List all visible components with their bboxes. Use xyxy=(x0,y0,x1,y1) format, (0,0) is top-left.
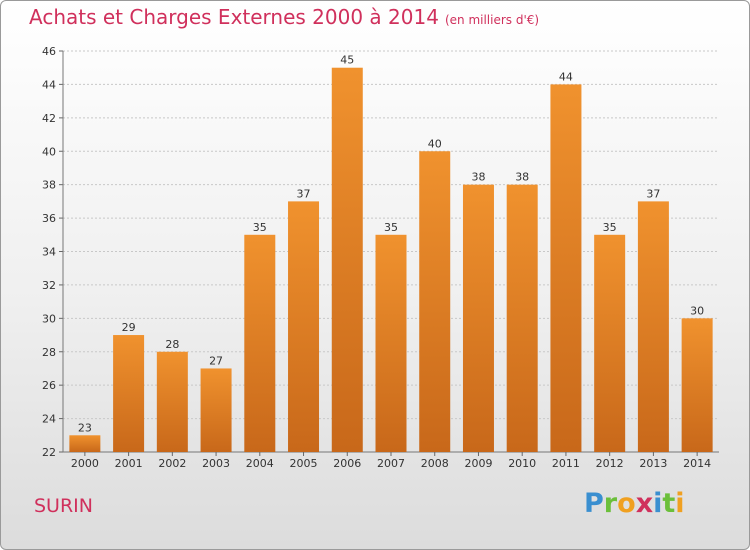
data-label-2000: 23 xyxy=(78,421,92,434)
y-tick-label: 26 xyxy=(42,379,56,392)
chart-title: Achats et Charges Externes 2000 à 2014 (e… xyxy=(29,5,539,29)
data-label-2007: 35 xyxy=(384,221,398,234)
logo-letter: P xyxy=(584,488,604,519)
commune-name: SURIN xyxy=(34,495,93,517)
data-label-2004: 35 xyxy=(253,221,267,234)
y-tick-label: 28 xyxy=(42,346,56,359)
bar-2001 xyxy=(113,335,145,452)
logo-letter: t xyxy=(662,488,676,519)
x-tick-label-2001: 2001 xyxy=(115,457,143,470)
x-tick-label-2009: 2009 xyxy=(464,457,492,470)
data-label-2003: 27 xyxy=(209,354,223,367)
y-tick-label: 46 xyxy=(42,45,56,58)
x-tick-label-2005: 2005 xyxy=(290,457,318,470)
x-tick-label-2013: 2013 xyxy=(639,457,667,470)
bar-2009 xyxy=(462,184,494,452)
bar-2007 xyxy=(375,234,407,452)
labels: 22 24 26 28 30 32 34 36 38 40 42 44 46 23 2000 29 2001 28… xyxy=(42,45,711,470)
bars xyxy=(69,67,713,453)
logo-letter: o xyxy=(617,488,636,519)
y-tick-label: 44 xyxy=(42,78,56,91)
x-tick-label-2000: 2000 xyxy=(71,457,99,470)
y-tick-label: 32 xyxy=(42,279,56,292)
bar-2011 xyxy=(550,84,582,453)
y-tick-label: 36 xyxy=(42,212,56,225)
bar-2008 xyxy=(419,151,451,452)
x-tick-label-2012: 2012 xyxy=(596,457,624,470)
x-tick-label-2014: 2014 xyxy=(683,457,711,470)
data-label-2008: 40 xyxy=(428,137,442,150)
bar-2004 xyxy=(244,234,276,452)
data-label-2012: 35 xyxy=(603,221,617,234)
data-label-2011: 44 xyxy=(559,70,573,83)
x-tick-label-2004: 2004 xyxy=(246,457,274,470)
data-label-2006: 45 xyxy=(340,54,354,67)
data-label-2001: 29 xyxy=(122,321,136,334)
x-tick-label-2006: 2006 xyxy=(333,457,361,470)
bar-2013 xyxy=(637,201,669,452)
y-tick-label: 42 xyxy=(42,112,56,125)
y-tick-label: 34 xyxy=(42,246,56,259)
x-tick-label-2007: 2007 xyxy=(377,457,405,470)
bar-2014 xyxy=(681,318,713,452)
y-tick-label: 40 xyxy=(42,145,56,158)
x-tick-label-2010: 2010 xyxy=(508,457,536,470)
y-tick-label: 38 xyxy=(42,179,56,192)
proxiti-logo: Proxiti xyxy=(584,488,685,519)
chart-subtitle: (en milliers d'€) xyxy=(444,13,540,27)
bar-2002 xyxy=(156,351,188,452)
data-label-2002: 28 xyxy=(165,338,179,351)
x-tick-label-2003: 2003 xyxy=(202,457,230,470)
bar-2003 xyxy=(200,368,232,452)
bar-2006 xyxy=(331,67,363,452)
bar-2012 xyxy=(594,234,626,452)
data-label-2013: 37 xyxy=(646,187,660,200)
logo-letter: x xyxy=(635,488,654,519)
x-tick-label-2008: 2008 xyxy=(421,457,449,470)
data-label-2009: 38 xyxy=(471,171,485,184)
x-tick-label-2002: 2002 xyxy=(158,457,186,470)
logo-letter: r xyxy=(603,488,618,519)
data-label-2010: 38 xyxy=(515,171,529,184)
chart-title-text: Achats et Charges Externes 2000 à 2014 xyxy=(29,5,439,29)
bar-2010 xyxy=(506,184,538,452)
bar-2000 xyxy=(69,435,101,452)
logo-letter: i xyxy=(675,488,685,519)
y-tick-label: 22 xyxy=(42,446,56,459)
x-tick-label-2011: 2011 xyxy=(552,457,580,470)
data-label-2005: 37 xyxy=(297,187,311,200)
data-label-2014: 30 xyxy=(690,304,704,317)
y-tick-label: 30 xyxy=(42,312,56,325)
logo-letter: i xyxy=(653,488,663,519)
bar-2005 xyxy=(288,201,320,452)
y-tick-label: 24 xyxy=(42,413,56,426)
